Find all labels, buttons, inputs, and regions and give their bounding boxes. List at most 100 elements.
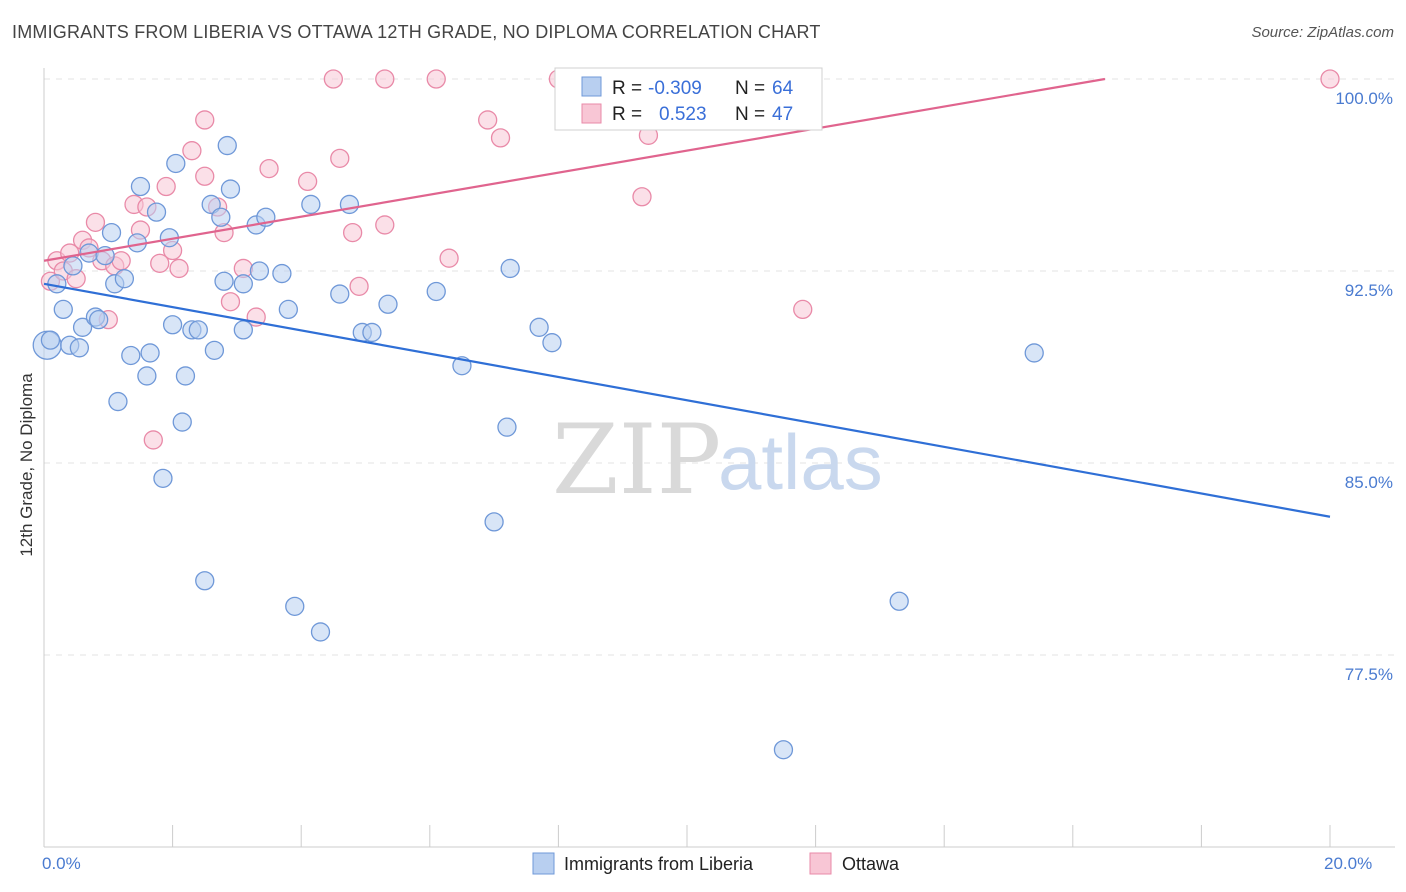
ottawa-point: [349, 276, 369, 297]
liberia-point: [40, 330, 61, 350]
liberia-point: [140, 343, 160, 363]
ottawa-point: [195, 110, 215, 130]
grid-lines: [44, 78, 1395, 656]
liberia-point: [153, 468, 173, 489]
y-axis-label: 12th Grade, No Diploma: [17, 373, 36, 557]
ottawa-point: [85, 212, 106, 233]
y-tick-label: 92.5%: [1345, 281, 1393, 300]
liberia-point: [301, 194, 321, 215]
liberia-point: [72, 317, 93, 337]
y-tick-label: 85.0%: [1345, 473, 1393, 492]
ottawa-trend-line: [43, 77, 1106, 262]
ottawa-point: [143, 430, 163, 450]
ottawa-point: [297, 171, 318, 192]
liberia-point: [249, 261, 270, 281]
ottawa-point: [793, 299, 813, 320]
legend-box: R = -0.309 N = 64 R = 0.523 N = 47: [554, 67, 823, 131]
ottawa-point: [439, 248, 459, 268]
liberia-point: [542, 333, 562, 353]
legend-n-value-0: 64: [772, 78, 794, 99]
liberia-point: [233, 274, 253, 294]
liberia-point: [89, 309, 109, 330]
bottom-legend-label-liberia: Immigrants from Liberia: [564, 854, 754, 874]
liberia-point: [211, 207, 231, 227]
watermark-atlas: atlas: [718, 418, 883, 506]
trend-lines: [43, 77, 1331, 518]
liberia-point: [330, 284, 350, 304]
x-tick-labels: 0.0% 20.0%: [42, 854, 1372, 873]
liberia-point: [204, 340, 225, 361]
legend-swatch-liberia: [581, 76, 602, 97]
x-tick-label-max: 20.0%: [1324, 854, 1372, 873]
liberia-point: [285, 596, 305, 617]
ottawa-point: [478, 110, 498, 130]
ottawa-point: [1320, 69, 1340, 89]
legend-n-label-1: N =: [735, 104, 765, 125]
y-tick-label: 77.5%: [1345, 665, 1393, 684]
liberia-point: [114, 269, 135, 289]
legend-n-label-0: N =: [735, 78, 765, 99]
liberia-point: [272, 263, 292, 284]
x-tick-label-min: 0.0%: [42, 854, 81, 873]
ottawa-point: [375, 215, 395, 235]
liberia-point: [220, 179, 241, 199]
watermark-zip: ZIP: [552, 404, 721, 516]
liberia-point: [53, 299, 73, 320]
liberia-point: [500, 258, 520, 279]
ottawa-point: [426, 69, 446, 89]
y-tick-label: 100.0%: [1335, 89, 1393, 108]
liberia-point: [339, 194, 360, 215]
liberia-point: [188, 320, 208, 340]
liberia-point: [217, 135, 237, 156]
liberia-point: [773, 740, 794, 760]
legend-r-label-1: R =: [612, 104, 642, 125]
liberia-point: [214, 271, 234, 291]
ottawa-point: [156, 176, 176, 197]
legend-swatch-ottawa: [581, 103, 602, 124]
ottawa-point: [259, 158, 279, 179]
bottom-legend: Immigrants from Liberia Ottawa: [532, 852, 900, 875]
liberia-point: [101, 222, 122, 243]
liberia-point: [130, 176, 151, 197]
liberia-point: [195, 571, 215, 591]
ottawa-point: [182, 141, 202, 161]
liberia-point: [529, 317, 549, 337]
liberia-point: [310, 622, 331, 642]
bottom-legend-swatch-liberia: [532, 852, 555, 875]
axes: [43, 68, 1395, 848]
liberia-point: [121, 345, 141, 366]
liberia-trend-line: [43, 282, 1331, 518]
liberia-point: [233, 320, 253, 340]
liberia-point: [162, 315, 183, 335]
ottawa-point: [375, 69, 395, 89]
liberia-point: [889, 591, 909, 611]
ottawa-point: [490, 128, 511, 148]
liberia-point: [484, 512, 504, 532]
liberia-point: [108, 391, 128, 412]
ottawa-point: [169, 258, 189, 279]
liberia-point: [172, 412, 192, 432]
liberia-point: [137, 366, 157, 386]
liberia-point: [497, 417, 517, 437]
bottom-legend-swatch-ottawa: [809, 852, 832, 875]
liberia-point: [362, 322, 382, 343]
liberia-point: [47, 274, 67, 294]
liberia-point: [166, 153, 186, 174]
legend-n-value-1: 47: [772, 104, 793, 125]
chart-title: IMMIGRANTS FROM LIBERIA VS OTTAWA 12TH G…: [12, 22, 821, 42]
legend-r-label-0: R =: [612, 78, 642, 99]
liberia-point: [278, 299, 298, 320]
ottawa-point: [195, 166, 215, 186]
ottawa-point: [150, 253, 170, 273]
ottawa-point: [111, 251, 131, 271]
liberia-point: [201, 194, 221, 215]
source-label: Source: ZipAtlas.com: [1251, 24, 1394, 41]
ottawa-point: [330, 148, 350, 169]
liberia-point: [1024, 343, 1044, 363]
liberia-point: [426, 281, 446, 302]
liberia-point: [146, 202, 167, 222]
ottawa-point: [342, 222, 363, 243]
bottom-legend-label-ottawa: Ottawa: [842, 854, 900, 874]
ottawa-point: [632, 187, 652, 207]
